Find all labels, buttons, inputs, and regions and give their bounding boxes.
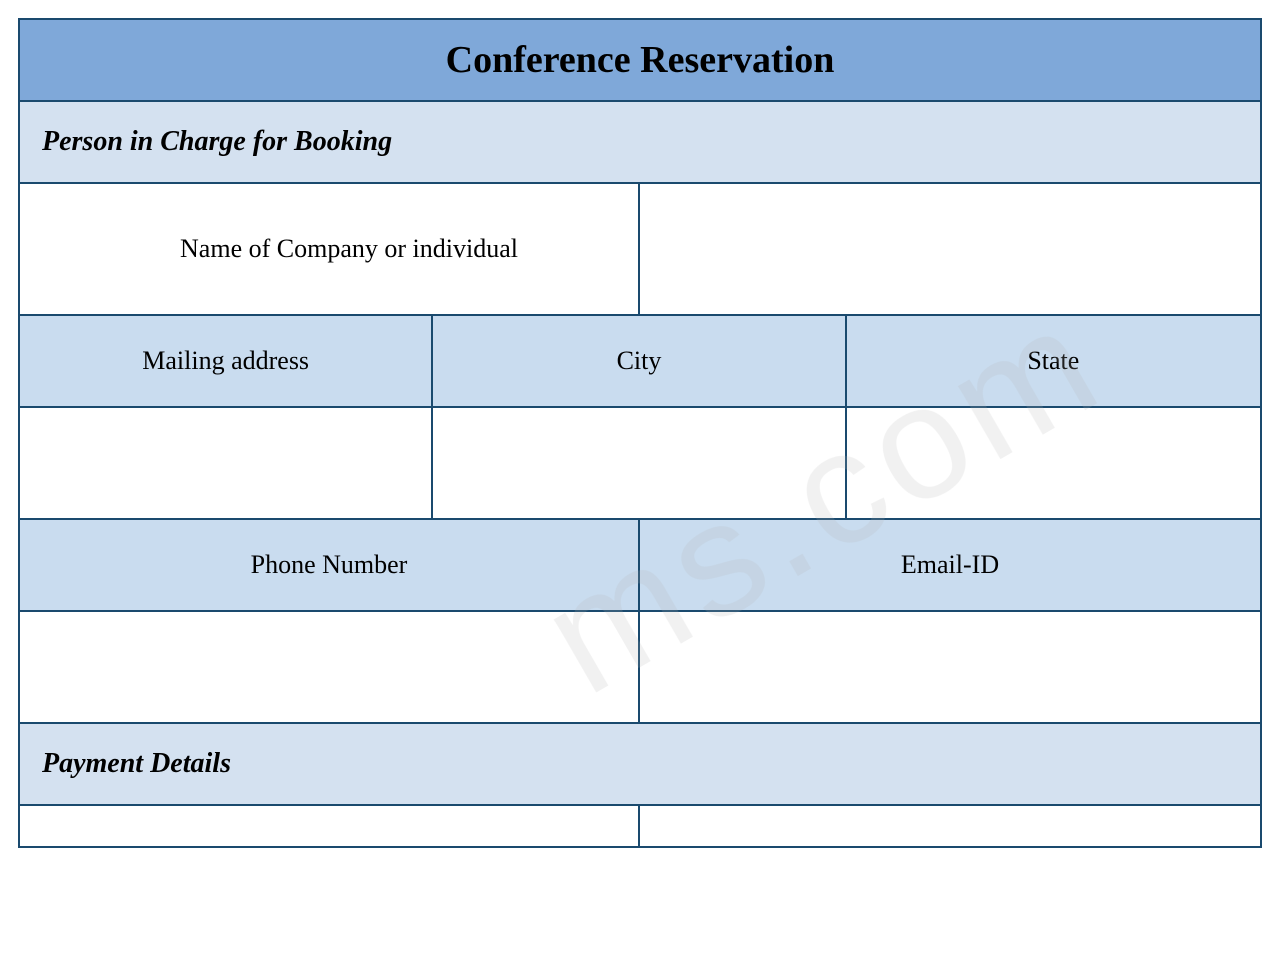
company-row: Name of Company or individual xyxy=(20,184,1260,316)
payment-row xyxy=(20,806,1260,846)
contact-inputs-row xyxy=(20,612,1260,724)
address-inputs-row xyxy=(20,408,1260,520)
section-payment-header: Payment Details xyxy=(20,724,1260,806)
city-label: City xyxy=(433,316,846,406)
mailing-input[interactable] xyxy=(20,408,433,518)
payment-cell-right[interactable] xyxy=(640,806,1260,846)
mailing-label: Mailing address xyxy=(20,316,433,406)
state-label: State xyxy=(847,316,1260,406)
form-title-row: Conference Reservation xyxy=(20,20,1260,102)
reservation-form: Conference Reservation Person in Charge … xyxy=(18,18,1262,848)
form-title: Conference Reservation xyxy=(20,38,1260,82)
contact-labels-row: Phone Number Email-ID xyxy=(20,520,1260,612)
city-input[interactable] xyxy=(433,408,846,518)
payment-cell-left[interactable] xyxy=(20,806,640,846)
email-label: Email-ID xyxy=(640,520,1260,610)
phone-input[interactable] xyxy=(20,612,640,722)
phone-label: Phone Number xyxy=(20,520,640,610)
section-person-header: Person in Charge for Booking xyxy=(20,102,1260,184)
address-labels-row: Mailing address City State xyxy=(20,316,1260,408)
company-input[interactable] xyxy=(640,184,1260,314)
state-input[interactable] xyxy=(847,408,1260,518)
email-input[interactable] xyxy=(640,612,1260,722)
company-label: Name of Company or individual xyxy=(20,184,640,314)
